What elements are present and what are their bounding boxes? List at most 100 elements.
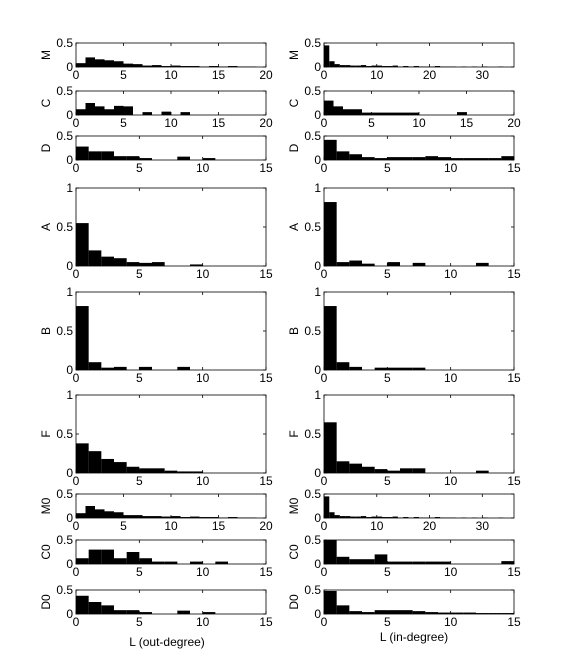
bar bbox=[488, 158, 502, 160]
y-axis-label: D0 bbox=[287, 594, 301, 610]
bar bbox=[366, 66, 372, 67]
bar bbox=[139, 158, 152, 160]
y-tick-label: 0 bbox=[314, 153, 321, 167]
x-tick-label: 10 bbox=[444, 474, 458, 488]
y-axis-label: A bbox=[39, 223, 53, 231]
bar bbox=[376, 516, 383, 518]
x-tick-label: 0 bbox=[73, 565, 80, 579]
bar bbox=[463, 612, 476, 614]
y-tick-label: 0.5 bbox=[56, 220, 73, 234]
bar bbox=[114, 512, 124, 518]
bar bbox=[101, 549, 114, 564]
x-tick-label: 15 bbox=[212, 519, 226, 533]
x-tick-label: 10 bbox=[444, 565, 458, 579]
bar bbox=[324, 590, 337, 614]
bar bbox=[85, 103, 95, 115]
y-axis-label: M bbox=[39, 50, 53, 60]
x-tick-label: 20 bbox=[423, 519, 437, 533]
bar bbox=[362, 612, 375, 614]
axes-box bbox=[75, 589, 267, 615]
bar bbox=[450, 612, 464, 614]
bar bbox=[123, 106, 133, 115]
bar bbox=[336, 605, 350, 614]
y-tick-label: 0 bbox=[314, 466, 321, 480]
bar bbox=[374, 469, 388, 473]
bar bbox=[336, 461, 350, 473]
y-tick-label: 0.5 bbox=[56, 487, 73, 501]
bar bbox=[133, 64, 143, 67]
y-axis-label: B bbox=[287, 327, 301, 335]
bar bbox=[88, 451, 102, 473]
bar bbox=[371, 112, 381, 115]
x-tick-label: 5 bbox=[136, 161, 143, 175]
panel-in-c0: 0 5 10 15 0 0.5C0 bbox=[287, 533, 521, 579]
bar bbox=[126, 466, 140, 473]
bar bbox=[336, 262, 350, 266]
x-tick-label: 10 bbox=[196, 371, 210, 385]
bar bbox=[123, 515, 133, 518]
x-tick-label: 5 bbox=[384, 615, 391, 629]
bar bbox=[362, 559, 375, 564]
panel-in-d: 0 5 10 15 0 0.5D bbox=[287, 129, 521, 175]
x-tick-label: 5 bbox=[384, 565, 391, 579]
x-tick-label: 10 bbox=[444, 615, 458, 629]
y-axis-label: M0 bbox=[287, 497, 301, 514]
y-axis-label: F bbox=[287, 430, 301, 437]
y-tick-label: 1 bbox=[314, 285, 321, 299]
y-axis-label: M0 bbox=[39, 497, 53, 514]
panel-out-m: 0 5 10 15 20 0 0.5M bbox=[39, 36, 273, 82]
bar bbox=[95, 59, 105, 67]
bar bbox=[177, 156, 190, 160]
bar bbox=[350, 516, 356, 518]
axes-box bbox=[323, 291, 515, 371]
x-tick-label: 0 bbox=[321, 371, 328, 385]
bar bbox=[387, 517, 393, 518]
x-tick-label: 5 bbox=[136, 615, 143, 629]
x-tick-label: 10 bbox=[444, 161, 458, 175]
bar bbox=[400, 367, 413, 370]
bar bbox=[425, 561, 438, 564]
bar bbox=[349, 260, 362, 266]
y-tick-label: 0.5 bbox=[56, 533, 73, 547]
x-tick-label: 0 bbox=[321, 565, 328, 579]
x-tick-label: 0 bbox=[73, 161, 80, 175]
bar bbox=[95, 106, 105, 115]
bar bbox=[114, 462, 127, 473]
bar bbox=[371, 65, 377, 67]
y-axis-label: D0 bbox=[39, 594, 53, 610]
bar bbox=[101, 256, 114, 266]
x-tick-label: 15 bbox=[259, 371, 273, 385]
bar bbox=[362, 157, 375, 160]
y-axis-label: C0 bbox=[287, 544, 301, 560]
bar bbox=[412, 157, 426, 160]
bar bbox=[476, 158, 489, 160]
bar bbox=[177, 610, 190, 614]
bar bbox=[400, 112, 410, 115]
bar bbox=[76, 595, 89, 614]
x-axis-label-out-degree: L (out-degree) bbox=[129, 635, 205, 649]
bar bbox=[88, 602, 102, 614]
bar bbox=[425, 156, 438, 160]
y-tick-label: 1 bbox=[66, 388, 73, 402]
axes-box bbox=[323, 589, 515, 615]
bar bbox=[76, 109, 86, 115]
bar bbox=[349, 154, 362, 160]
bar bbox=[133, 515, 143, 518]
x-tick-label: 5 bbox=[136, 565, 143, 579]
y-tick-label: 1 bbox=[66, 285, 73, 299]
bar bbox=[324, 202, 337, 266]
x-tick-label: 0 bbox=[73, 519, 80, 533]
bar bbox=[376, 65, 383, 67]
bar bbox=[190, 471, 203, 473]
y-tick-label: 0 bbox=[66, 466, 73, 480]
y-axis-label: C bbox=[39, 98, 53, 107]
x-tick-label: 0 bbox=[73, 116, 80, 130]
x-tick-label: 5 bbox=[120, 519, 127, 533]
bar bbox=[161, 516, 171, 518]
bar bbox=[126, 156, 140, 160]
bar bbox=[101, 605, 114, 614]
bar bbox=[85, 506, 95, 518]
y-tick-label: 0.5 bbox=[56, 36, 73, 50]
y-tick-label: 1 bbox=[66, 181, 73, 195]
x-tick-label: 15 bbox=[460, 116, 474, 130]
